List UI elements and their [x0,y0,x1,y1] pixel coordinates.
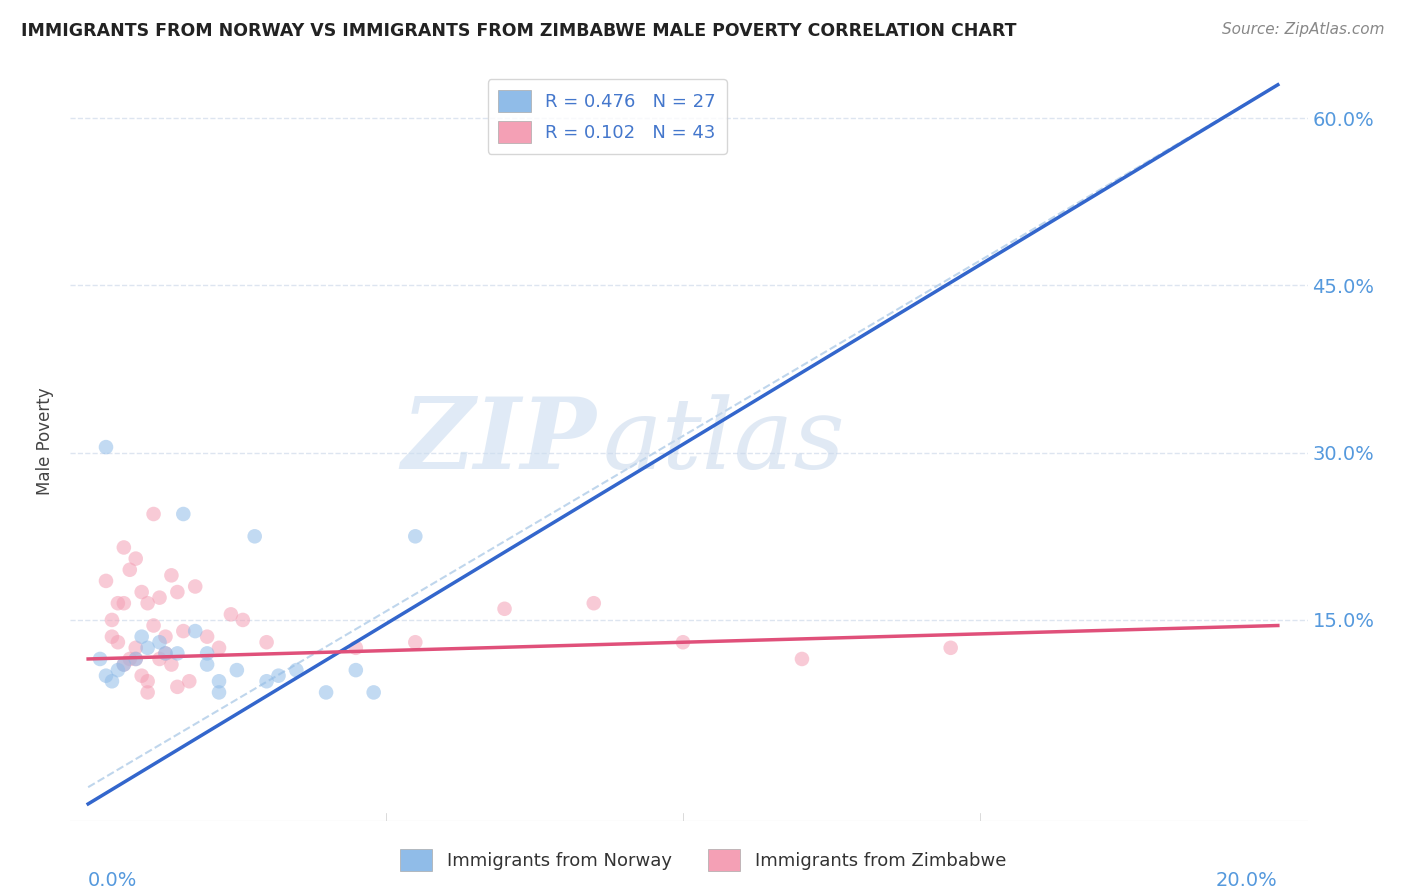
Point [118,652,141,666]
Point [131,669,153,683]
Point [125,640,148,655]
Point [208,640,231,655]
Point [172,507,194,521]
Legend: Immigrants from Norway, Immigrants from Zimbabwe: Immigrants from Norway, Immigrants from … [392,842,1014,879]
Point [131,585,153,599]
Point [315,685,337,699]
Text: ZIP: ZIP [401,393,596,490]
Point [208,674,231,689]
Point [256,635,278,649]
Point [107,635,129,649]
Point [267,669,290,683]
Point [101,630,124,644]
Point [101,613,124,627]
Point [208,685,231,699]
Point [107,596,129,610]
Point [219,607,242,622]
Point [404,635,426,649]
Point [166,646,188,660]
Point [112,657,135,672]
Point [172,624,194,639]
Point [790,652,813,666]
Point [148,652,170,666]
Point [131,630,153,644]
Point [939,640,962,655]
Point [142,507,165,521]
Point [494,602,516,616]
Point [136,640,159,655]
Point [148,635,170,649]
Point [94,440,117,454]
Point [404,529,426,543]
Point [136,596,159,610]
Point [118,563,141,577]
Text: 0.0%: 0.0% [89,871,138,890]
Point [94,574,117,588]
Point [89,652,111,666]
Point [232,613,254,627]
Y-axis label: Male Poverty: Male Poverty [37,388,55,495]
Point [142,618,165,632]
Point [155,630,177,644]
Point [363,685,385,699]
Text: IMMIGRANTS FROM NORWAY VS IMMIGRANTS FROM ZIMBABWE MALE POVERTY CORRELATION CHAR: IMMIGRANTS FROM NORWAY VS IMMIGRANTS FRO… [21,22,1017,40]
Point [672,635,695,649]
Legend: R = 0.476   N = 27, R = 0.102   N = 43: R = 0.476 N = 27, R = 0.102 N = 43 [488,79,727,153]
Point [160,657,183,672]
Point [155,646,177,660]
Point [107,663,129,677]
Point [112,541,135,555]
Point [112,596,135,610]
Point [101,674,124,689]
Point [160,568,183,582]
Point [166,680,188,694]
Point [195,646,218,660]
Point [243,529,266,543]
Point [125,652,148,666]
Text: Source: ZipAtlas.com: Source: ZipAtlas.com [1222,22,1385,37]
Point [155,646,177,660]
Point [148,591,170,605]
Point [125,652,148,666]
Point [184,580,207,594]
Point [136,685,159,699]
Point [344,663,367,677]
Point [136,674,159,689]
Point [195,630,218,644]
Point [195,657,218,672]
Point [112,657,135,672]
Point [125,551,148,566]
Text: 20.0%: 20.0% [1216,871,1278,890]
Point [225,663,247,677]
Point [256,674,278,689]
Point [166,585,188,599]
Text: atlas: atlas [602,394,845,489]
Point [94,669,117,683]
Point [179,674,201,689]
Point [184,624,207,639]
Point [344,640,367,655]
Point [582,596,605,610]
Point [285,663,308,677]
